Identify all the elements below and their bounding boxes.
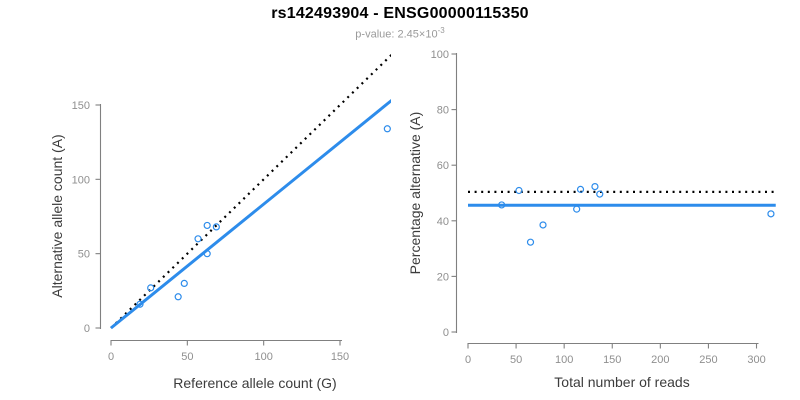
x-tick-label: 150 [603, 354, 621, 366]
data-point [212, 223, 220, 231]
left-plot: 0 50 100 150 0 50 100 150 Reference allele count… [49, 54, 391, 391]
data-point [383, 125, 391, 133]
y-tick-label: 60 [437, 160, 449, 172]
y-tick-label: 100 [72, 174, 90, 186]
x-tick-label: 250 [699, 354, 717, 366]
x-tick-label: 150 [331, 351, 349, 363]
y-tick-label: 20 [437, 271, 449, 283]
data-point [174, 293, 182, 301]
y-tick-label: 0 [443, 327, 449, 339]
data-point [194, 235, 202, 243]
data-point [596, 190, 604, 198]
y-tick-label: 50 [78, 249, 90, 261]
y-tick-label: 150 [72, 100, 90, 112]
y-tick-label: 80 [437, 105, 449, 117]
x-tick-label: 0 [465, 354, 471, 366]
data-point [180, 279, 188, 287]
data-point [203, 250, 211, 258]
x-tick-label: 50 [510, 354, 522, 366]
y-axis-title: Alternative allele count (A) [49, 134, 65, 297]
data-point [539, 221, 547, 229]
x-tick-label: 100 [555, 354, 573, 366]
x-tick-label: 0 [108, 351, 114, 363]
data-point [526, 238, 535, 246]
x-axis-title: Total number of reads [554, 374, 689, 390]
data-point [147, 284, 155, 292]
y-tick-label: 0 [84, 323, 90, 335]
identity-line [110, 54, 391, 329]
data-point [203, 221, 211, 230]
data-point [767, 210, 775, 218]
fit-line [110, 98, 391, 330]
x-tick-label: 100 [254, 351, 272, 363]
data-point [136, 300, 144, 308]
right-plot: 0 20 40 60 80 100 0 50 100 150 200 250 300 Total numb… [407, 49, 776, 390]
x-tick-label: 300 [747, 354, 765, 366]
y-tick-label: 40 [437, 216, 449, 228]
y-tick-label: 100 [431, 49, 449, 61]
y-axis-title: Percentage alternative (A) [407, 112, 423, 275]
data-point [576, 185, 585, 193]
data-point [573, 205, 581, 213]
x-tick-label: 200 [651, 354, 669, 366]
x-tick-label: 50 [181, 351, 193, 363]
x-axis-title: Reference allele count (G) [173, 375, 336, 391]
data-point [515, 186, 523, 195]
data-point [498, 201, 506, 209]
data-point [591, 183, 599, 191]
